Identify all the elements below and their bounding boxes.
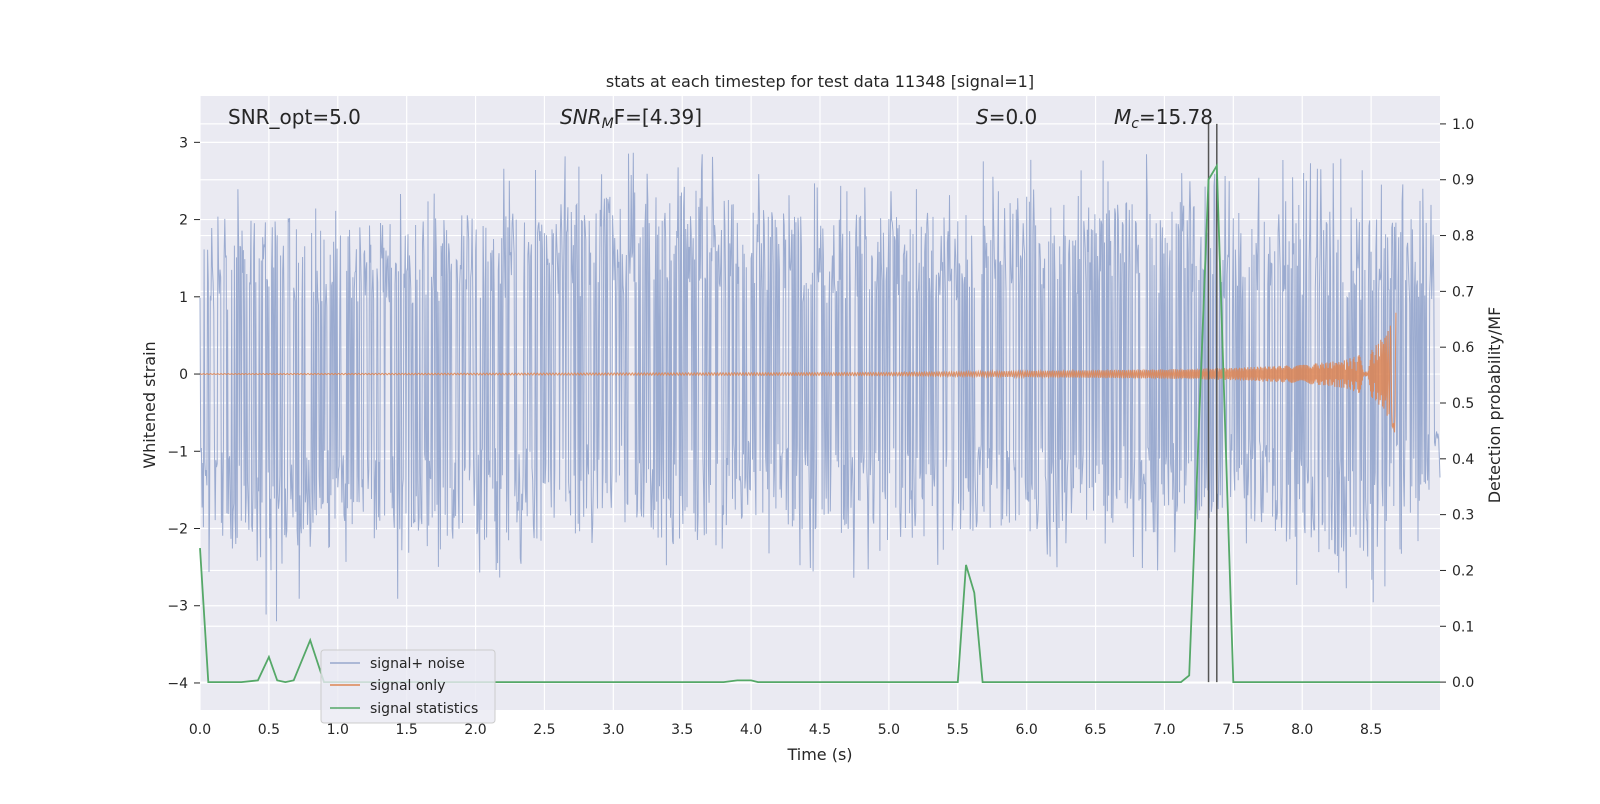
x-tick-label: 3.0 <box>602 722 624 738</box>
y-axis-right-ticks: 0.0 0.1 0.2 0.3 0.4 0.5 0.6 0.7 0.8 0.9 1.0 <box>1440 117 1474 691</box>
s-rest: =0.0 <box>989 105 1038 129</box>
x-tick-label: 7.0 <box>1153 722 1175 738</box>
y-axis-left-ticks: −4 −3 −2 −1 0 1 2 3 <box>167 135 200 692</box>
signal-statistics-series <box>199 162 1440 684</box>
x-tick-label: 0.5 <box>258 722 280 738</box>
y-tick-label-right: 0.0 <box>1452 675 1474 691</box>
legend-label-signal-only: signal only <box>370 678 445 694</box>
y-tick-label-right: 1.0 <box>1452 117 1474 133</box>
y-tick-label-right: 0.3 <box>1452 508 1474 524</box>
signal-only-series <box>199 312 1397 433</box>
y-tick-label-right: 0.5 <box>1452 396 1474 412</box>
y-tick-label-right: 0.9 <box>1452 173 1474 189</box>
vertical-markers <box>1207 123 1218 683</box>
annotation-s: S=0.0 <box>976 105 1037 129</box>
y-axis-right-label: Detection probability/MF <box>1485 307 1504 504</box>
x-tick-label: 3.5 <box>671 722 693 738</box>
x-tick-label: 5.0 <box>878 722 900 738</box>
legend-label-signal-statistics: signal statistics <box>370 701 478 717</box>
chart-title: stats at each timestep for test data 113… <box>606 72 1034 91</box>
legend: signal+ noise signal only signal statist… <box>320 649 496 724</box>
y-tick-label-right: 0.4 <box>1452 452 1474 468</box>
signal-only-line <box>199 312 1397 433</box>
x-tick-label: 8.0 <box>1291 722 1313 738</box>
x-tick-label: 7.5 <box>1222 722 1244 738</box>
signal-noise-series <box>199 152 1441 622</box>
x-tick-label: 0.0 <box>189 722 211 738</box>
y-axis-left-label: Whitened strain <box>140 341 159 468</box>
signal-statistics-line <box>199 162 1440 684</box>
snr-mf-main: SNR <box>560 105 602 129</box>
x-tick-label: 6.5 <box>1084 722 1106 738</box>
snr-mf-sub: M <box>602 116 614 132</box>
annotation-snr-mf: SNRMF=[4.39] <box>560 105 702 132</box>
y-tick-label-left: −3 <box>167 599 188 615</box>
y-tick-label-left: −4 <box>167 676 188 692</box>
y-tick-label-left: −2 <box>167 522 188 538</box>
snr-mf-rest: F=[4.39] <box>614 105 702 129</box>
y-tick-label-right: 0.6 <box>1452 340 1474 356</box>
x-tick-label: 6.0 <box>1016 722 1038 738</box>
y-tick-label-left: 3 <box>179 135 188 151</box>
legend-label-signal-noise: signal+ noise <box>370 656 465 672</box>
legend-box <box>320 649 496 724</box>
x-tick-label: 2.0 <box>464 722 486 738</box>
y-tick-label-right: 0.7 <box>1452 284 1474 300</box>
x-axis-ticks: 0.0 0.5 1.0 1.5 2.0 2.5 3.0 3.5 4.0 4.5 5.0 5.5 6.0 6… <box>189 722 1382 738</box>
x-tick-label: 4.5 <box>809 722 831 738</box>
signal-noise-line <box>199 152 1441 622</box>
y-tick-label-left: 1 <box>179 290 188 306</box>
y-tick-label-left: −1 <box>167 444 188 460</box>
y-tick-label-right: 0.1 <box>1452 619 1474 635</box>
y-tick-label-right: 0.2 <box>1452 563 1474 579</box>
x-tick-label: 4.0 <box>740 722 762 738</box>
x-tick-label: 1.5 <box>396 722 418 738</box>
x-tick-label: 1.0 <box>327 722 349 738</box>
x-tick-label: 5.5 <box>947 722 969 738</box>
x-axis-label: Time (s) <box>786 745 852 764</box>
x-tick-label: 8.5 <box>1360 722 1382 738</box>
mc-sub: c <box>1131 116 1139 132</box>
annotation-mc: Mc=15.78 <box>1114 105 1213 132</box>
s-main: S <box>976 105 989 129</box>
x-tick-label: 2.5 <box>533 722 555 738</box>
y-tick-label-left: 2 <box>179 213 188 229</box>
y-tick-label-right: 0.8 <box>1452 229 1474 245</box>
mc-rest: =15.78 <box>1139 105 1213 129</box>
y-tick-label-left: 0 <box>179 367 188 383</box>
mc-main: M <box>1114 105 1131 129</box>
annotation-snr-opt: SNR_opt=5.0 <box>228 105 361 129</box>
